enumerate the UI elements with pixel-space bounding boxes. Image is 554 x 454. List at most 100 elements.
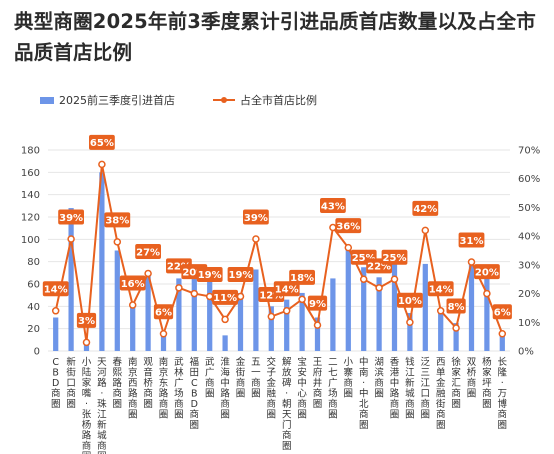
line-point [175, 284, 183, 292]
line-point [205, 292, 214, 301]
line-point [144, 269, 152, 278]
data-label: 25% [352, 253, 376, 264]
x-tick-label: 中南·中北商圈 [359, 356, 369, 431]
y-right-tick-label: 40% [518, 232, 540, 243]
data-label-box [76, 312, 97, 328]
x-tick-label: 淮海中路商圈 [220, 357, 230, 421]
data-label: 36% [336, 221, 360, 232]
bar [284, 299, 290, 351]
x-tick-label: 香港中路商圈 [390, 357, 400, 421]
line-point [51, 307, 60, 315]
line-point [498, 330, 507, 338]
line-point [252, 235, 260, 243]
x-tick-label: 宝安中心商圈 [297, 356, 307, 421]
bar [130, 304, 136, 351]
bar [222, 335, 228, 351]
data-label: 10% [398, 296, 422, 307]
x-tick-label: 武广商圈 [205, 356, 215, 400]
bar [361, 267, 367, 351]
data-label: 20% [182, 267, 206, 278]
y-right-tick-label: 70% [518, 146, 540, 157]
data-label-box [273, 281, 300, 297]
data-label: 22% [367, 262, 391, 273]
data-label-box [320, 198, 346, 214]
x-tick-label: 小陆家嘴·张杨路商圈 [82, 357, 92, 454]
line-point [390, 275, 399, 283]
x-tick-label: 武林广场商圈 [174, 356, 184, 421]
data-label-box [412, 200, 439, 216]
bar [176, 278, 182, 351]
bar [207, 278, 213, 351]
y-right-tick-label: 0% [518, 347, 534, 358]
bar [191, 272, 197, 351]
y-left-tick-label: 100 [21, 235, 40, 246]
data-label-box [474, 264, 500, 280]
y-left-tick-label: 120 [21, 213, 40, 224]
line-point [159, 330, 168, 338]
data-label-box [446, 298, 466, 314]
x-tick-label: 南京东路商圈 [159, 356, 169, 421]
x-tick-label: 杨家坪商圈 [482, 356, 492, 410]
data-label-box [335, 218, 362, 234]
y-left-tick-label: 0 [34, 347, 40, 358]
bar [68, 208, 74, 351]
bar [237, 292, 244, 351]
x-tick-label: 双桥商圈 [467, 357, 477, 400]
data-label: 25% [383, 253, 407, 264]
line-point [282, 307, 291, 315]
x-tick-label: 观音桥商圈 [143, 357, 153, 410]
series-line [54, 164, 504, 343]
line-point [98, 160, 106, 169]
data-label: 9% [309, 299, 326, 310]
x-tick-label: 钱江新城商圈 [405, 356, 415, 421]
line-point [236, 292, 245, 301]
bar [299, 292, 305, 351]
x-tick-label: 徐家汇商圈 [451, 356, 461, 410]
line-point [452, 324, 460, 332]
line-point [421, 226, 430, 235]
data-label-box [42, 281, 69, 297]
data-label: 43% [321, 201, 345, 212]
legend-line-swatch [213, 95, 235, 105]
y-right-tick-label: 60% [518, 174, 540, 185]
data-label: 20% [475, 267, 499, 278]
line-point [467, 258, 476, 266]
x-tick-label: 天河路·珠江新城商圈 [97, 357, 107, 454]
x-tick-label: 春熙路商圈 [113, 356, 123, 410]
data-label: 11% [213, 293, 237, 304]
bar [391, 261, 398, 351]
data-label: 14% [44, 285, 68, 296]
x-tick-label: 湖滨商圈 [374, 357, 384, 400]
data-label-box [307, 295, 328, 311]
y-left-tick-label: 160 [21, 168, 40, 179]
x-tick-label: 泛三江口商圈 [421, 357, 431, 421]
y-right-tick-label: 20% [518, 289, 540, 300]
bar [376, 277, 382, 351]
data-label: 16% [121, 279, 145, 290]
data-label: 42% [413, 204, 437, 215]
bar [253, 269, 259, 351]
data-label: 12% [259, 290, 283, 301]
y-left-tick-label: 60 [27, 280, 40, 291]
legend-line-label: 占全市首店比例 [240, 94, 317, 107]
line-point [298, 295, 306, 304]
data-label: 39% [59, 213, 83, 224]
legend-item-bar: 2025前三季度引进首店 [40, 92, 175, 108]
line-point [375, 284, 383, 292]
y-left-tick-label: 20 [27, 324, 40, 335]
legend-bar-swatch [40, 96, 54, 104]
y-left-tick-label: 140 [21, 190, 40, 201]
x-tick-label: 王府井商圈 [313, 357, 323, 410]
line-point [359, 275, 368, 283]
line-point [436, 307, 445, 315]
line-point [483, 289, 491, 298]
line-point [267, 312, 276, 321]
data-label: 38% [105, 216, 129, 227]
y-left-tick-label: 80 [27, 257, 40, 268]
data-label: 31% [460, 236, 484, 247]
y-right-tick-label: 10% [518, 318, 540, 329]
data-label-box [492, 304, 512, 320]
x-tick-label: 五一商圈 [251, 357, 261, 400]
data-label-box [243, 209, 269, 225]
bar [330, 278, 336, 351]
